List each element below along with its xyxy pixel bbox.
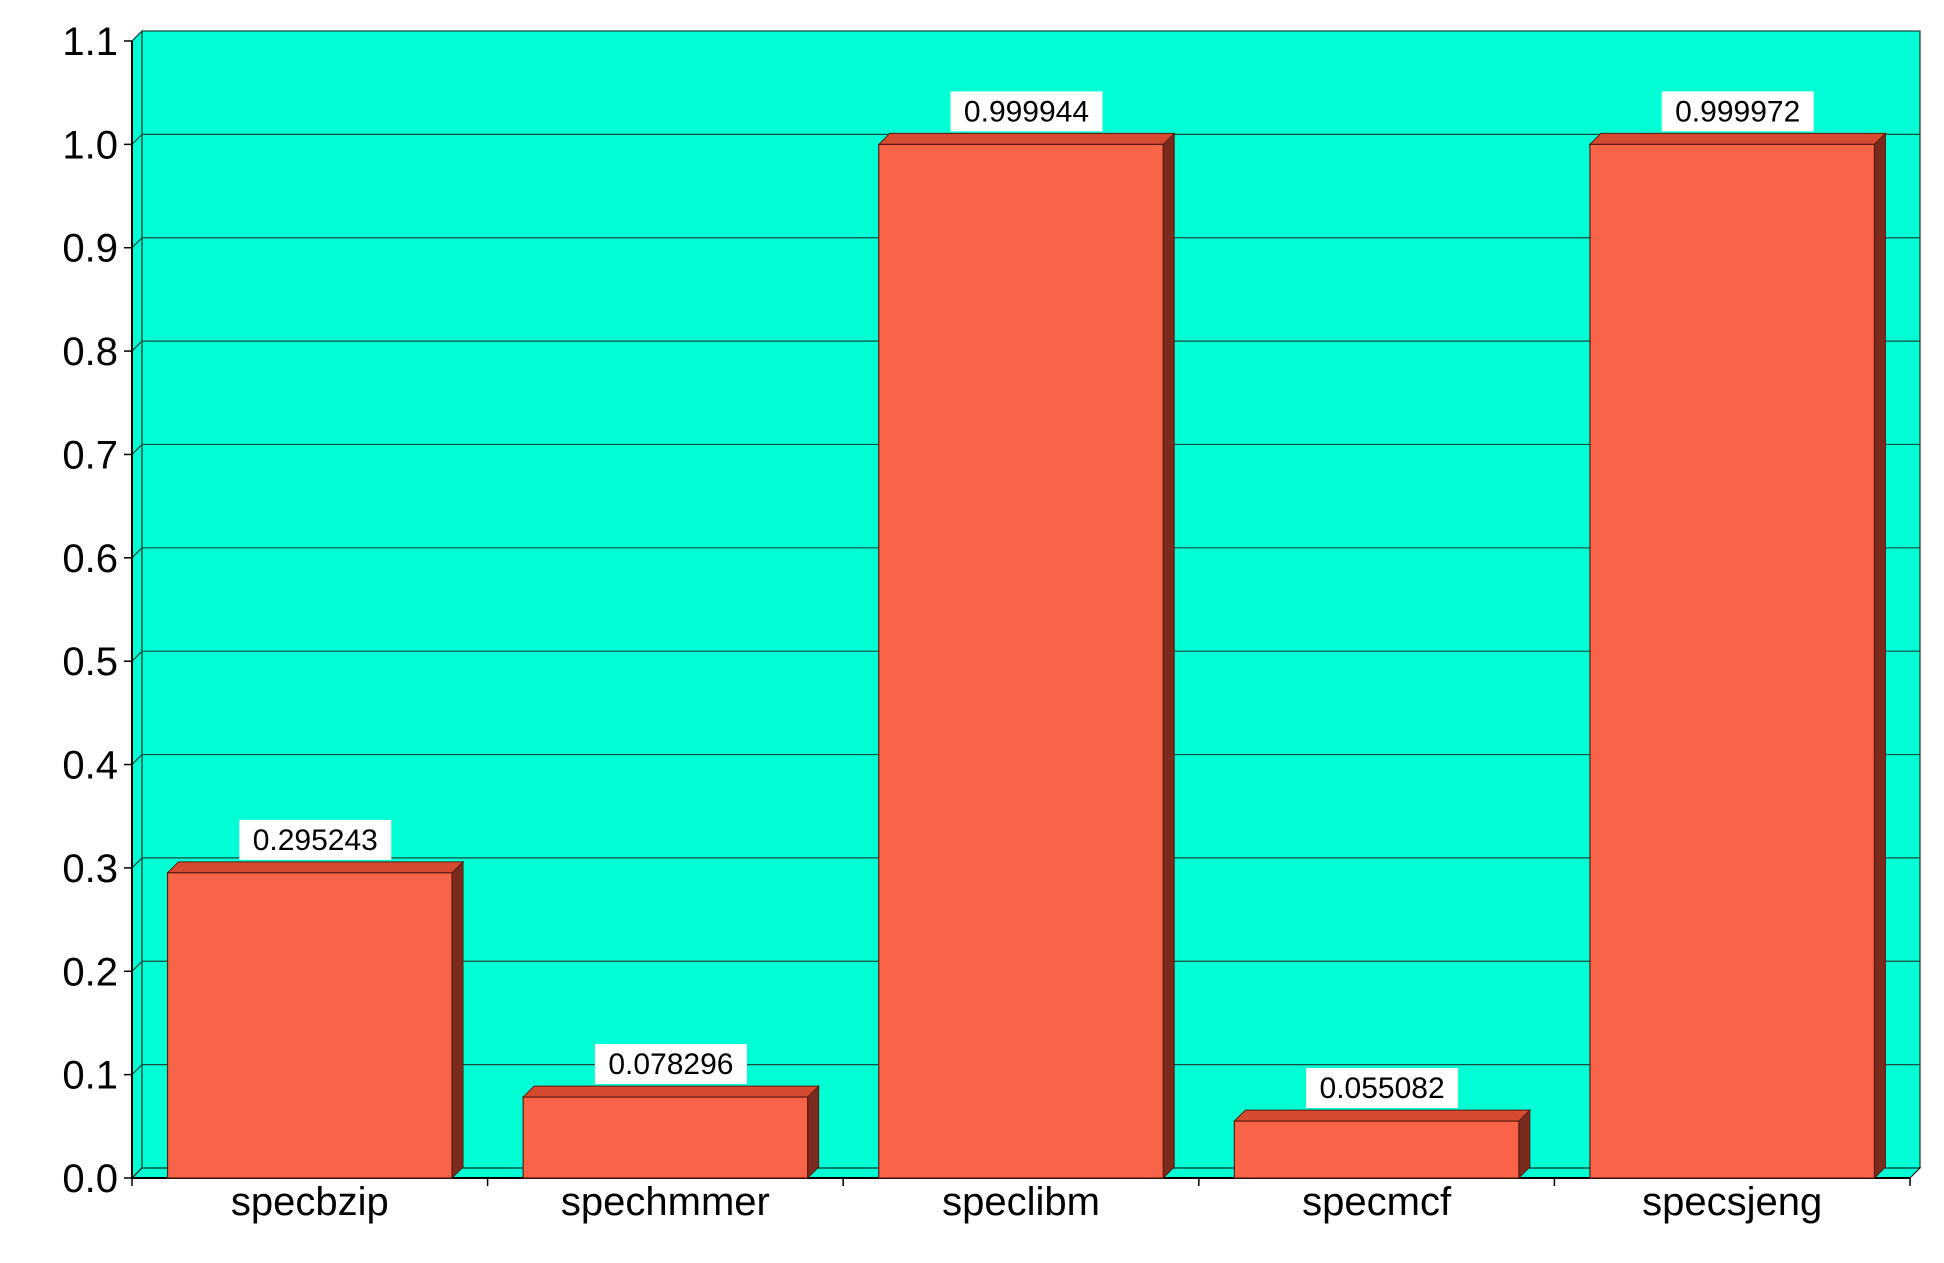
data-label: 0.078296: [608, 1048, 733, 1081]
bar-top: [1588, 132, 1887, 145]
y-tick-label: 0.3: [62, 847, 118, 891]
gridline-side: [131, 444, 143, 455]
x-tick-label: speclibm: [942, 1180, 1100, 1224]
gridline-side: [131, 30, 143, 42]
bar-top: [166, 861, 465, 874]
plot-side-wall: [131, 29, 143, 1180]
gridline-side: [131, 547, 143, 559]
bar-side: [451, 860, 464, 1180]
y-tick-label: 0.8: [62, 330, 118, 374]
bar: [1589, 143, 1876, 1179]
y-tick-label: 1.1: [62, 20, 118, 64]
data-label-box: [1661, 91, 1814, 132]
y-tick-label: 0.6: [62, 537, 118, 581]
bar: [878, 143, 1164, 1179]
gridline-side: [131, 237, 143, 249]
data-label-box: [239, 819, 392, 860]
bar-side: [1518, 1108, 1531, 1180]
data-label: 0.999972: [1675, 95, 1800, 128]
gridline-side: [131, 340, 143, 352]
y-tick-label: 0.7: [62, 433, 118, 477]
y-tick-label: 0.9: [62, 227, 118, 271]
bar-side: [807, 1084, 820, 1180]
gridline-side: [131, 754, 143, 765]
y-tick-label: 0.5: [62, 640, 118, 684]
bar-top: [521, 1085, 820, 1098]
gridline-side: [131, 857, 143, 869]
x-tick-label: specbzip: [231, 1180, 389, 1224]
y-tick-label: 1.0: [62, 123, 118, 167]
gridline-side: [131, 650, 143, 662]
bar-top: [877, 132, 1176, 145]
bar: [166, 872, 453, 1179]
gridline-side: [131, 1064, 143, 1076]
data-label: 0.295243: [253, 824, 378, 857]
bar: [522, 1096, 809, 1179]
data-label-box: [594, 1044, 747, 1085]
data-label-box: [950, 91, 1103, 132]
data-label: 0.055082: [1320, 1072, 1445, 1105]
y-tick-label: 0.4: [62, 744, 118, 788]
data-label: 0.999944: [964, 95, 1089, 128]
bar: [1233, 1120, 1520, 1179]
data-label-box: [1306, 1068, 1459, 1109]
x-tick-label: specmcf: [1302, 1180, 1452, 1224]
bar-top: [1233, 1109, 1532, 1122]
gridline-side: [131, 960, 143, 972]
x-tick-label: spechmmer: [561, 1180, 770, 1224]
y-tick-label: 0.0: [62, 1157, 118, 1201]
bar-side: [1873, 132, 1886, 1180]
bar-side: [1162, 132, 1175, 1180]
x-tick-label: specsjeng: [1642, 1180, 1822, 1224]
gridline-side: [131, 133, 143, 145]
y-tick-label: 0.2: [62, 950, 118, 994]
y-tick-label: 0.1: [62, 1054, 118, 1098]
